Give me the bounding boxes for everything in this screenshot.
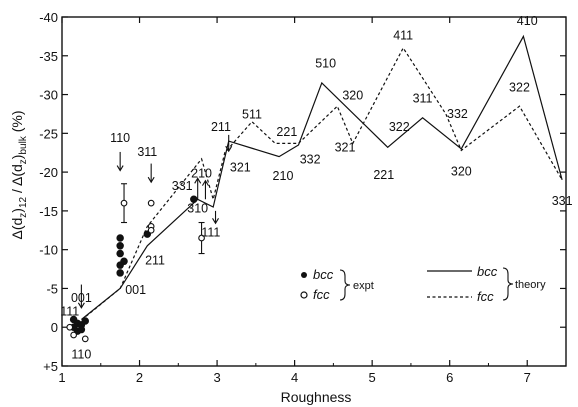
marker-bcc-expt-12 [120,257,128,266]
point-label-23: 311 [413,91,433,105]
marker-bcc-expt-6 [81,317,90,325]
marker-fcc-expt-5 [147,199,155,207]
point-label-5: 110 [110,131,130,145]
point-label-4: 211 [145,254,165,268]
point-label-25: 320 [451,164,472,178]
y-tick-label-5: -15 [39,204,58,219]
y-tick-label-0: -40 [39,10,58,25]
y-tick-label-7: -5 [46,281,58,296]
point-label-28: 331 [552,194,573,208]
point-label-27: 322 [509,81,530,95]
point-label-15: 210 [273,169,294,183]
point-label-16: 332 [300,153,321,167]
marker-fcc-expt-3 [120,199,128,207]
marker-bcc-expt-14 [190,195,198,204]
y-tick-label-3: -25 [39,126,58,141]
point-annotations: 1110011100012111103113312103101112115113… [60,14,572,361]
legend-expt-text: expt [353,280,374,292]
point-label-21: 322 [389,120,410,134]
plot-frame [61,16,567,367]
arrow-head-4 [201,179,209,186]
point-label-19: 321 [335,140,356,154]
point-label-0: 111 [60,305,79,319]
point-label-8: 210 [191,167,212,181]
x-tick-label-3: 4 [291,370,298,385]
legend: bcc fcc expt bcc fcc theory [300,264,546,304]
marker-bcc-expt-7 [116,269,124,277]
point-label-10: 111 [201,226,220,240]
axes [61,16,567,367]
legend-theory-brace [502,267,514,301]
x-tick-label-4: 5 [369,370,376,385]
x-tick-label-5: 6 [446,370,453,385]
y-axis-title: Δ(dz)12 / Δ(dz)bulk (%) [9,110,29,239]
marker-bcc-expt-10 [116,242,124,250]
point-label-26: 410 [517,14,538,28]
point-label-2: 110 [71,347,91,361]
x-tick-label-1: 2 [136,370,143,385]
legend-fcc-theory-label: fcc [477,289,494,304]
series-line-fcc-theory [77,46,563,324]
point-label-18: 320 [342,88,363,102]
arrow-head-3 [194,177,202,184]
y-tick-label-6: -10 [39,243,58,258]
point-label-3: 001 [125,283,146,297]
arrow-head-0 [77,302,85,309]
series-line-bcc-theory [81,34,563,320]
y-tick-label-9: +5 [43,359,58,374]
legend-theory-text: theory [515,279,546,291]
arrow-head-1 [116,165,124,172]
arrow-head-2 [147,176,155,184]
x-tick-label-2: 3 [213,370,220,385]
point-label-7: 331 [172,179,193,193]
y-tick-label-1: -35 [39,49,58,64]
x-axis-title: Roughness [281,389,352,405]
arrow-head-6 [225,145,233,153]
x-tick-label-6: 7 [524,370,531,385]
tick-marks: 1 2 3 4 5 6 7 -40 -35 -30 -25 -20 -15 -10 -5 0 +5 [39,10,567,385]
point-label-14: 221 [276,125,297,139]
marker-fcc-expt-1 [70,331,77,339]
point-label-22: 411 [393,29,413,43]
marker-fcc-expt-0 [66,323,74,331]
y-tick-label-8: 0 [51,320,58,335]
y-tick-label-2: -30 [39,88,58,103]
legend-fcc-expt-label: fcc [313,287,330,302]
x-tick-label-0: 1 [58,370,65,385]
marker-fcc-expt-2 [81,335,89,343]
legend-expt-brace [339,269,351,301]
point-label-17: 510 [315,57,336,71]
point-label-9: 310 [187,202,208,216]
legend-fcc-expt-marker [300,291,308,299]
svg-text:Δ(dz)12 / Δ(dz)bulk (%): Δ(dz)12 / Δ(dz)bulk (%) [9,110,29,239]
marker-bcc-expt-9 [116,249,124,258]
point-label-24: 332 [447,107,468,121]
point-label-6: 311 [137,145,157,159]
legend-bcc-expt-label: bcc [313,267,334,282]
point-label-20: 221 [373,168,394,182]
y-tick-label-4: -20 [39,165,58,180]
marker-bcc-expt-5 [77,325,86,334]
legend-bcc-expt-marker [301,272,307,278]
legend-bcc-theory-label: bcc [477,264,498,279]
point-label-12: 511 [242,108,262,122]
marker-bcc-expt-11 [116,234,124,242]
data-markers [66,183,205,343]
marker-fcc-expt-6 [147,226,155,234]
marker-fcc-expt-7 [198,234,205,242]
point-label-13: 321 [230,160,251,174]
series-lines [77,34,563,324]
point-label-11: 211 [211,120,231,134]
arrow-head-5 [212,218,219,225]
